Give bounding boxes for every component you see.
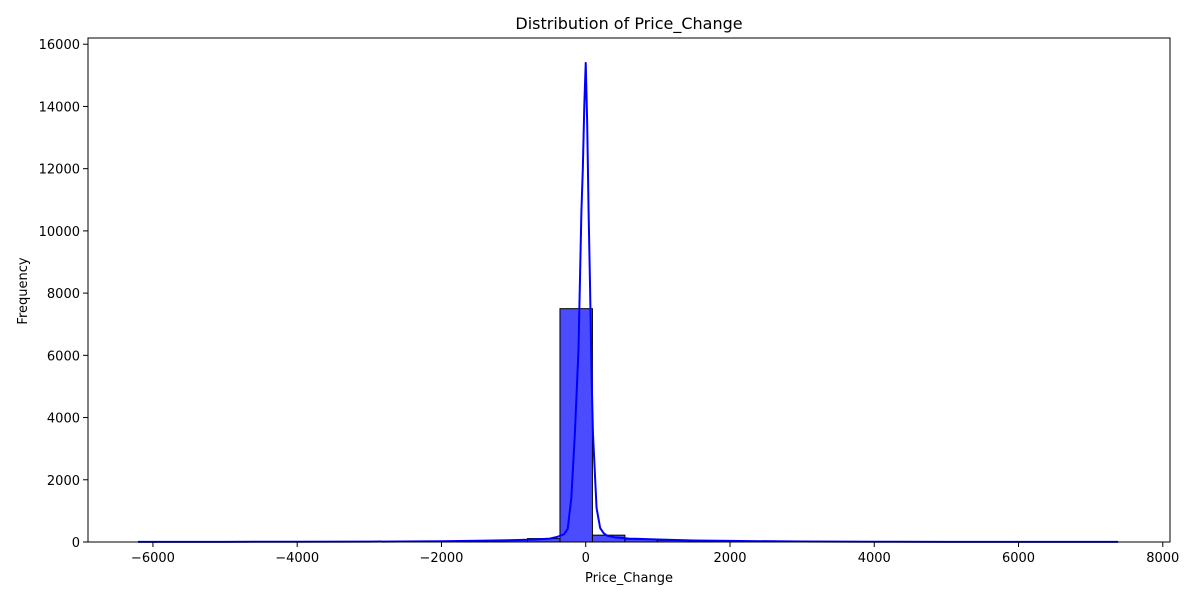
x-tick-label: 4000 <box>858 551 891 566</box>
kde-curve <box>138 63 1118 542</box>
x-tick-label: 8000 <box>1146 551 1179 566</box>
y-tick-label: 16000 <box>39 38 80 53</box>
x-tick-label: 2000 <box>713 551 746 566</box>
x-axis-label: Price_Change <box>585 571 673 586</box>
plot-area <box>88 38 1170 542</box>
y-tick-label: 0 <box>72 536 80 551</box>
y-axis: 0 2000 4000 6000 8000 10000 12000 14000 16000 <box>39 38 88 551</box>
y-tick-label: 6000 <box>47 349 80 364</box>
x-tick-label: −6000 <box>131 551 175 566</box>
y-tick-label: 8000 <box>47 287 80 302</box>
y-tick-label: 4000 <box>47 412 80 427</box>
y-tick-label: 10000 <box>39 225 80 240</box>
x-tick-label: 6000 <box>1002 551 1035 566</box>
x-tick-label: 0 <box>582 551 590 566</box>
chart-title: Distribution of Price_Change <box>515 14 742 34</box>
y-tick-label: 14000 <box>39 100 80 115</box>
plot-frame <box>88 38 1170 542</box>
y-tick-label: 12000 <box>39 163 80 178</box>
y-tick-label: 2000 <box>47 474 80 489</box>
x-tick-label: −2000 <box>419 551 463 566</box>
y-axis-label: Frequency <box>16 257 31 324</box>
x-tick-label: −4000 <box>275 551 319 566</box>
x-axis: −6000 −4000 −2000 0 2000 4000 6000 8000 <box>131 542 1179 566</box>
